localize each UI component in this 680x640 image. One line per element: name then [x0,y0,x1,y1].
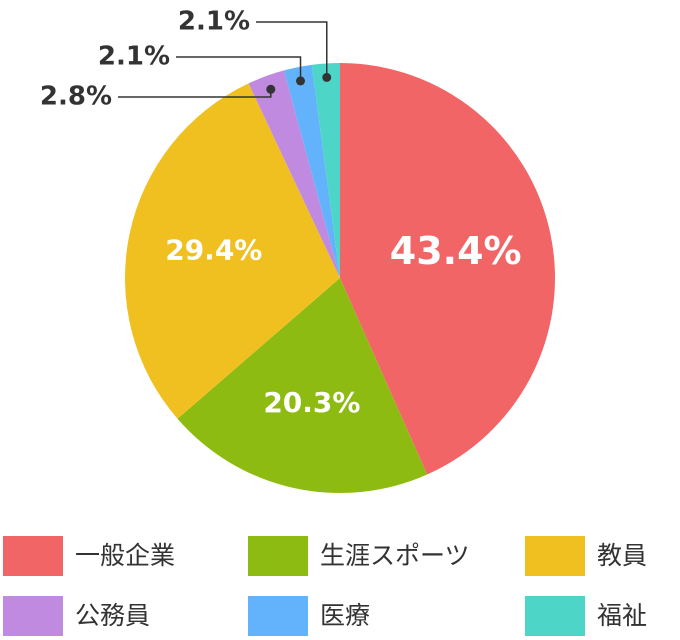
legend-swatch [3,536,63,576]
pie-slice [125,83,340,419]
slice-label: 2.1% [178,7,250,37]
leader-dot [296,76,306,86]
pie-slice [311,63,340,278]
slice-label: 2.8% [40,82,112,112]
pie-slice [177,278,428,493]
legend-label: 医療 [320,601,370,630]
legend-swatch [525,596,585,636]
legend-swatch [525,536,585,576]
legend-swatch [3,596,63,636]
leader-dot [322,72,332,82]
slice-label: 20.3% [263,386,360,419]
slice-label: 43.4% [390,229,522,273]
slice-label: 2.1% [98,42,170,72]
legend-label: 生涯スポーツ [320,541,470,570]
legend-label: 一般企業 [75,541,175,570]
legend-label: 福祉 [597,601,647,630]
leader-line [256,21,328,78]
pie-slice [340,63,555,475]
pie-slice [248,70,340,279]
legend-swatch [248,596,308,636]
slice-label: 29.4% [165,233,262,266]
leader-line [176,56,302,81]
legend-swatch [248,536,308,576]
legend-label: 公務員 [75,601,150,630]
pie-slice [283,64,340,278]
leader-dot [266,84,276,94]
legend-label: 教員 [597,541,647,570]
